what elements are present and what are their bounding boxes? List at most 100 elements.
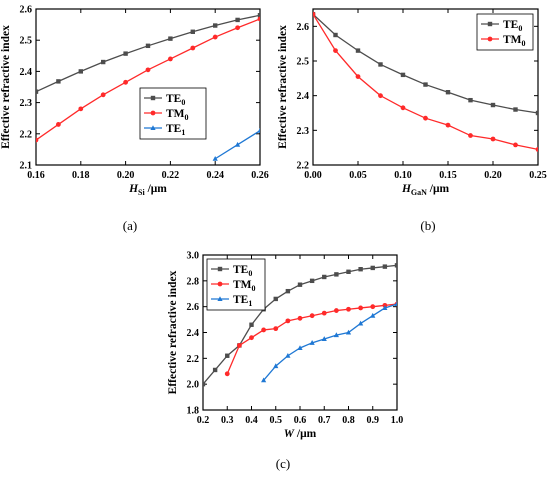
panel-caption: (c) [276, 456, 290, 471]
x-tick-label: 0.9 [367, 415, 380, 426]
data-point-TM0 [285, 318, 291, 324]
data-point-TE1 [309, 340, 315, 345]
data-point-TE0 [297, 282, 303, 287]
data-point-TE0 [400, 72, 406, 78]
data-point-TE0 [333, 32, 338, 38]
legend-box [476, 13, 534, 51]
data-point-TM0 [297, 315, 303, 321]
chart-panel-1: 0.16 0.18 0.20 0.22 0.24 0.26 2.1 2.2 2.3 2.4 2.5 2… [0, 5, 269, 234]
data-point-TE0 [346, 269, 351, 274]
x-tick-label: 1.0 [391, 415, 404, 426]
data-point-TM0 [36, 137, 39, 143]
x-tick-label: 0.25 [529, 170, 547, 181]
x-tick-label: 0.20 [484, 170, 502, 181]
data-point-TM0 [535, 147, 538, 152]
legend-label: TE0 [503, 19, 522, 33]
data-point-TE0 [145, 43, 151, 49]
legend-marker [217, 281, 223, 287]
data-point-TE1 [297, 345, 303, 350]
x-axis-label: HGaN /μm [401, 183, 450, 197]
x-tick-label: 0.15 [439, 170, 457, 181]
data-point-TM0 [56, 122, 61, 127]
legend-marker [150, 95, 156, 101]
y-tick-label: 1.8 [187, 406, 200, 417]
data-point-TM0 [190, 45, 196, 51]
data-point-TE1 [257, 127, 260, 133]
x-tick-label: 0.24 [206, 170, 224, 181]
data-point-TE1 [321, 336, 327, 341]
series-line-TE0 [36, 14, 260, 93]
data-point-TM0 [400, 105, 406, 111]
data-point-TM0 [321, 310, 327, 316]
data-point-TE0 [285, 288, 291, 294]
panel-caption: (a) [123, 218, 137, 233]
data-point-TE0 [370, 265, 375, 271]
data-point-TM0 [273, 326, 279, 332]
data-point-TM0 [145, 67, 151, 73]
y-axis-label: Effective refractive index [167, 270, 179, 394]
y-axis-label: Effective refractive index [277, 25, 289, 149]
legend-label: TM0 [233, 279, 256, 293]
series-line-TE1 [263, 303, 397, 381]
data-point-TE0 [36, 89, 39, 94]
data-point-TE0 [513, 107, 518, 112]
data-point-TE0 [535, 110, 538, 116]
legend-marker [217, 296, 223, 301]
data-point-TM0 [257, 16, 260, 22]
data-point-TE0 [56, 79, 61, 84]
data-point-TM0 [333, 308, 339, 313]
data-point-TE0 [445, 90, 451, 95]
data-point-TM0 [378, 93, 383, 99]
data-point-TE0 [78, 69, 83, 74]
data-point-TM0 [355, 74, 361, 79]
data-point-TM0 [236, 343, 242, 348]
legend-marker [150, 110, 156, 116]
x-tick-label: 0.22 [162, 170, 180, 181]
legend-marker [217, 266, 223, 272]
data-point-TE0 [123, 51, 128, 56]
y-tick-label: 2.5 [297, 57, 310, 68]
data-point-TE0 [309, 278, 315, 284]
x-axis-label: HSi /μm [128, 183, 167, 197]
data-point-TE1 [394, 301, 397, 307]
data-point-TE0 [249, 322, 254, 327]
y-tick-label: 2.6 [297, 22, 310, 33]
data-point-TM0 [261, 327, 267, 333]
data-point-TE1 [261, 377, 267, 383]
y-tick-label: 2.1 [20, 161, 33, 172]
data-point-TM0 [78, 106, 84, 112]
data-point-TE0 [490, 102, 496, 108]
x-tick-label: 0.6 [294, 415, 307, 426]
data-point-TM0 [100, 92, 106, 98]
legend-label: TE0 [233, 264, 252, 278]
data-point-TM0 [313, 11, 316, 17]
data-point-TE1 [285, 352, 291, 358]
data-point-TM0 [235, 25, 241, 31]
data-point-TE1 [235, 141, 241, 147]
y-tick-label: 2.4 [297, 91, 310, 102]
x-tick-label: 0.4 [245, 415, 258, 426]
data-point-TE0 [394, 263, 397, 268]
data-point-TE0 [257, 13, 260, 18]
data-point-TE0 [190, 29, 195, 34]
data-point-TE0 [468, 97, 473, 103]
legend-label: TM0 [503, 34, 526, 48]
data-point-TM0 [333, 48, 338, 53]
data-point-TE0 [213, 23, 218, 28]
data-point-TE0 [225, 353, 230, 358]
data-point-TE1 [333, 332, 339, 338]
y-axis-label: Effective refractive index [0, 25, 12, 149]
x-tick-label: 0.3 [221, 415, 234, 426]
x-tick-label: 0.7 [318, 415, 331, 426]
x-tick-label: 0.2 [197, 415, 210, 426]
data-point-TE0 [334, 272, 339, 277]
x-tick-label: 0.26 [251, 170, 269, 181]
data-point-TE0 [101, 59, 106, 65]
data-point-TM0 [309, 313, 315, 319]
x-tick-label: 0.8 [342, 415, 355, 426]
panel-caption: (b) [420, 218, 435, 233]
x-tick-label: 0.00 [304, 170, 322, 181]
